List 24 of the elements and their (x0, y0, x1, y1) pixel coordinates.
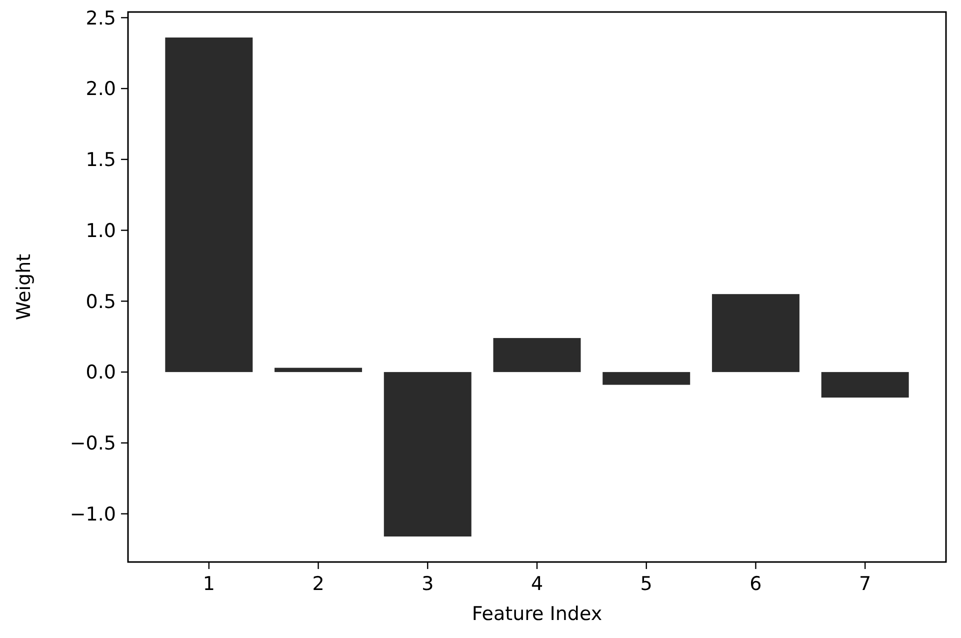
y-axis-title: Weight (13, 254, 35, 320)
y-tick-label: −0.5 (70, 432, 116, 455)
bar (493, 338, 581, 372)
x-tick-label: 5 (640, 573, 652, 595)
y-tick-label: 1.0 (86, 220, 116, 242)
y-tick-label: 0.0 (86, 362, 116, 384)
bar (602, 372, 690, 385)
bar (384, 372, 472, 536)
bar (821, 372, 909, 398)
y-tick-label: 2.0 (86, 78, 116, 100)
y-tick-label: 2.5 (86, 7, 116, 30)
x-tick-label: 7 (859, 573, 872, 595)
x-tick-label: 1 (202, 573, 215, 595)
y-tick-label: 0.5 (86, 290, 116, 313)
y-tick-label: 1.5 (86, 149, 116, 172)
x-tick-label: 6 (750, 573, 762, 595)
x-tick-label: 4 (530, 573, 544, 595)
x-axis-title: Feature Index (472, 603, 602, 625)
x-tick-label: 3 (422, 573, 434, 595)
bar (274, 368, 362, 372)
bar (165, 38, 253, 372)
x-tick-label: 2 (312, 573, 324, 595)
y-tick-label: −1.0 (70, 503, 116, 526)
bar (712, 294, 800, 372)
